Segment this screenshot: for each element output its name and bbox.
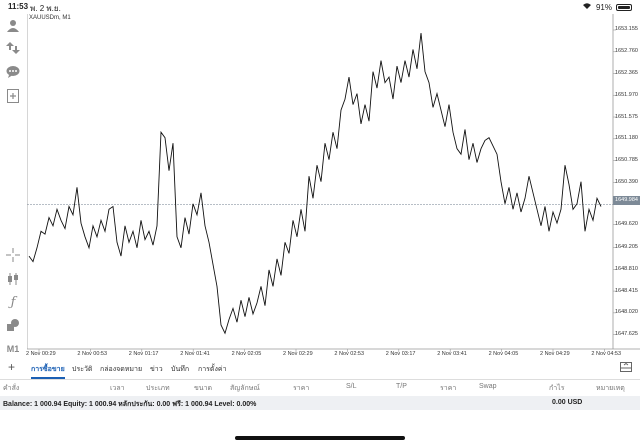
tab-trade[interactable]: การซื้อขาย	[31, 364, 65, 379]
x-tick-label: 2 Nov 03:17	[385, 351, 416, 357]
tab-settings[interactable]: การตั้งค่า	[198, 366, 227, 373]
x-tick-label: 2 Nov 04:05	[488, 351, 519, 357]
status-time: 11:53	[8, 2, 29, 11]
col-time: เวลา	[110, 385, 125, 392]
chart-symbol: XAUUSDm, M1	[29, 15, 71, 21]
y-tick-label: 1651.575	[615, 113, 638, 120]
balance-profit: 0.00 USD	[552, 399, 583, 406]
col-profit: กำไร	[549, 385, 565, 392]
timeframe-button[interactable]: M1	[6, 344, 20, 354]
col-comment: หมายเหตุ	[596, 385, 625, 392]
col-type: ประเภท	[146, 385, 170, 392]
battery-icon	[616, 3, 632, 11]
x-tick-label: 2 Nov 03:41	[437, 351, 467, 357]
col-symbol: สัญลักษณ์	[230, 385, 260, 392]
y-tick-label: 1647.625	[615, 331, 638, 338]
col-tp: T/P	[396, 383, 407, 390]
y-tick-label: 1650.390	[615, 178, 638, 185]
crosshair-icon[interactable]	[3, 245, 23, 265]
x-tick-label: 2 Nov 02:05	[231, 351, 262, 357]
price-chart[interactable]	[27, 14, 640, 357]
x-tick-label: 2 Nov 00:53	[77, 351, 108, 357]
y-tick-label: 1651.970	[615, 91, 638, 98]
balance-row: Balance: 1 000.94 Equity: 1 000.94 หลักป…	[0, 396, 640, 410]
col-current-price: ราคา	[440, 385, 457, 392]
candles-icon[interactable]	[3, 269, 23, 289]
tab-news[interactable]: ข่าว	[150, 366, 163, 373]
y-tick-label: 1648.020	[615, 309, 638, 316]
tab-journal[interactable]: บันทึก	[171, 366, 190, 373]
col-swap: Swap	[479, 383, 497, 390]
chart-area[interactable]	[27, 14, 640, 357]
y-tick-label: 1649.205	[615, 244, 638, 251]
balance-text: Balance: 1 000.94 Equity: 1 000.94 หลักป…	[3, 401, 257, 408]
x-tick-label: 2 Nov 00:29	[26, 351, 56, 357]
x-tick-label: 2 Nov 01:17	[128, 351, 159, 357]
col-price: ราคา	[293, 385, 310, 392]
status-right: 91%	[582, 2, 632, 12]
add-icon[interactable]: +	[8, 360, 16, 374]
tab-mailbox[interactable]: กล่องจดหมาย	[100, 366, 143, 373]
x-tick-label: 2 Nov 02:53	[334, 351, 365, 357]
y-tick-label: 1652.365	[615, 70, 638, 76]
wifi-icon	[582, 2, 592, 12]
objects-icon[interactable]	[3, 315, 23, 335]
y-tick-label: 1650.785	[615, 157, 638, 164]
x-tick-label: 2 Nov 02:29	[283, 351, 313, 357]
current-price-label: 1649.984	[613, 196, 640, 205]
y-tick-label: 1649.620	[615, 221, 638, 228]
x-tick-label: 2 Nov 01:41	[180, 351, 210, 357]
col-order: คำสั่ง	[3, 385, 20, 392]
person-icon[interactable]	[3, 16, 23, 36]
status-bar: 11:53 พ. 2 พ.ย. 91%	[0, 0, 640, 14]
status-date: พ. 2 พ.ย.	[30, 4, 61, 13]
orders-table-header: คำสั่ง เวลา ประเภท ขนาด สัญลักษณ์ ราคา S…	[0, 379, 640, 394]
collapse-panel-icon[interactable]	[620, 362, 632, 372]
home-indicator[interactable]	[235, 436, 405, 440]
price-series-line	[28, 32, 602, 335]
new-document-icon[interactable]	[3, 86, 23, 106]
chat-icon[interactable]	[3, 62, 23, 82]
y-tick-label: 1652.760	[615, 48, 638, 55]
y-tick-label: 1653.155	[615, 26, 638, 33]
x-tick-label: 2 Nov 04:53	[591, 351, 622, 357]
x-tick-label: 2 Nov 04:29	[540, 351, 570, 357]
tab-history[interactable]: ประวัติ	[72, 366, 93, 373]
col-volume: ขนาด	[194, 385, 213, 392]
battery-percent: 91%	[595, 2, 612, 12]
y-tick-label: 1648.415	[615, 287, 638, 294]
bottom-tabs: + การซื้อขาย ประวัติ กล่องจดหมาย ข่าว บั…	[0, 360, 640, 379]
col-sl: S/L	[346, 383, 357, 390]
y-tick-label: 1648.810	[615, 265, 638, 272]
function-icon[interactable]: ƒ	[10, 294, 16, 310]
left-toolbar: ƒ M1	[0, 14, 27, 357]
y-tick-label: 1651.180	[615, 135, 638, 142]
trade-arrows-icon[interactable]	[3, 38, 23, 58]
